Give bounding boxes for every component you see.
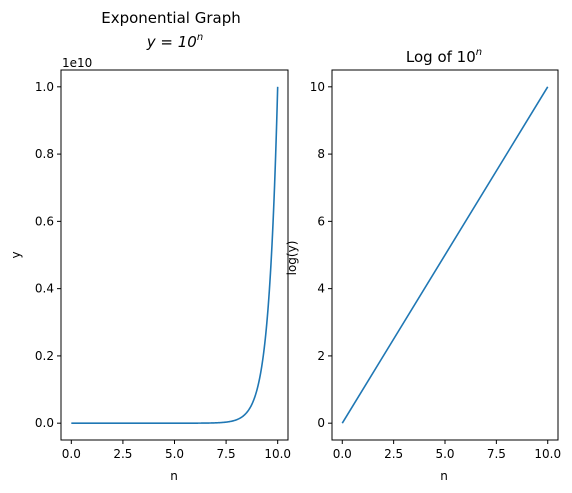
x-axis-label: n xyxy=(440,469,448,483)
x-tick-label: 10.0 xyxy=(264,447,291,461)
chart-title: Log of 10n xyxy=(406,47,482,66)
y-axis-label: log(y) xyxy=(285,241,299,276)
y-tick-label: 2 xyxy=(317,349,325,363)
plot-area-log: 0.0 2.5 5.0 7.5 10.0 0 2 4 6 8 10 xyxy=(310,69,561,461)
x-tick-label: 0.0 xyxy=(62,447,81,461)
y-tick-label: 10 xyxy=(310,80,325,94)
title-math-base: y = 10 xyxy=(146,33,197,51)
x-tick-label: 2.5 xyxy=(384,447,403,461)
exponential-chart: Exponential Graph y = 10n 1e10 0.0 2.5 5.0… xyxy=(9,9,291,483)
y-tick-label: 0.0 xyxy=(35,416,54,430)
x-tick-label: 5.0 xyxy=(435,447,454,461)
x-tick-label: 0.0 xyxy=(333,447,352,461)
title-base: Log of 10 xyxy=(406,48,476,66)
series-line xyxy=(341,86,549,424)
y-tick-label: 0.4 xyxy=(35,282,54,296)
y-tick-label: 6 xyxy=(317,214,325,228)
y-tick-label: 4 xyxy=(317,282,325,296)
y-tick-label: 0 xyxy=(317,416,325,430)
y-tick-label: 0.6 xyxy=(35,214,54,228)
x-tick-label: 7.5 xyxy=(217,447,236,461)
series-line xyxy=(71,86,279,424)
x-tick-label: 7.5 xyxy=(487,447,506,461)
plot-area-exponential: 0.0 2.5 5.0 7.5 10.0 0.0 0.2 0.4 0.6 0.8 1.0 xyxy=(35,69,291,461)
x-tick-label: 10.0 xyxy=(534,447,561,461)
y-tick-label: 0.2 xyxy=(35,349,54,363)
title-math-exponent: n xyxy=(197,32,203,43)
x-tick-label: 5.0 xyxy=(165,447,184,461)
axes-frame xyxy=(60,69,289,441)
y-offset-label: 1e10 xyxy=(62,56,92,70)
y-axis-label: y xyxy=(9,251,23,258)
x-tick-label: 2.5 xyxy=(113,447,132,461)
y-tick-label: 8 xyxy=(317,147,325,161)
title-exponent: n xyxy=(476,47,482,58)
y-tick-label: 0.8 xyxy=(35,147,54,161)
chart-title: Exponential Graph xyxy=(101,9,240,27)
y-tick-label: 1.0 xyxy=(35,80,54,94)
x-axis-label: n xyxy=(170,469,178,483)
chart-title-math: y = 10n xyxy=(146,32,203,51)
